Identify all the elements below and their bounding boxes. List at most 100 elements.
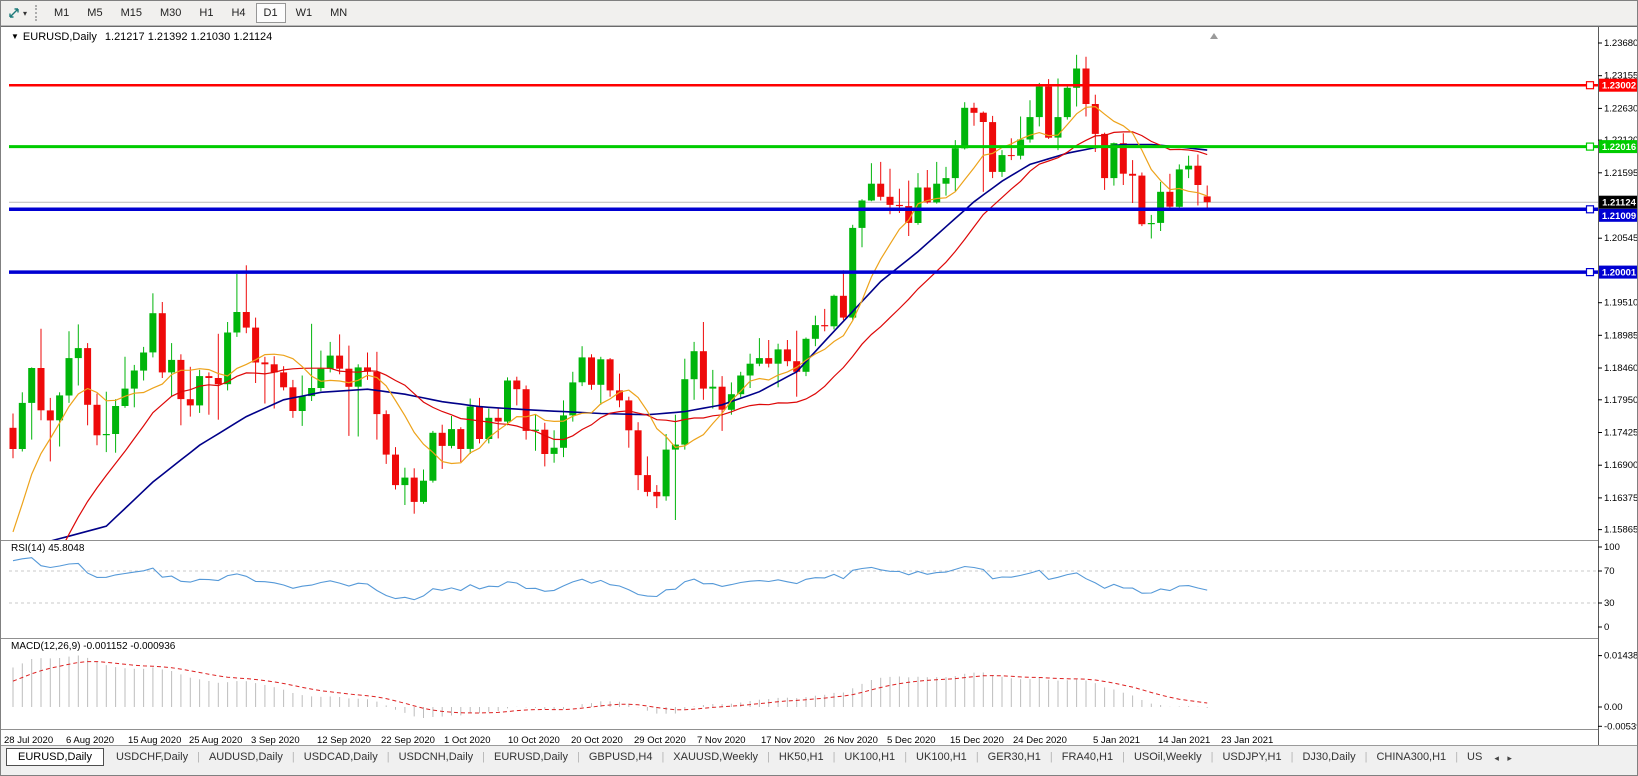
svg-text:26 Nov 2020: 26 Nov 2020	[824, 735, 878, 746]
svg-text:15 Dec 2020: 15 Dec 2020	[950, 735, 1004, 746]
chart-symbol-label: EURUSD,Daily	[22, 31, 97, 43]
chart-tab-us[interactable]: US	[1467, 751, 1483, 763]
svg-text:1.23680: 1.23680	[1604, 38, 1638, 49]
svg-text:0.014384: 0.014384	[1604, 651, 1638, 662]
hline-handle[interactable]	[1585, 142, 1595, 151]
rsi-label: RSI(14) 45.8048	[11, 543, 85, 554]
chart-tab-hk50-h1[interactable]: HK50,H1	[778, 751, 824, 763]
hline-handle[interactable]	[1585, 81, 1595, 90]
tab-separator: |	[1290, 751, 1294, 763]
svg-text:1.20545: 1.20545	[1604, 233, 1638, 244]
svg-text:5 Dec 2020: 5 Dec 2020	[887, 735, 936, 746]
timeframe-button-mn[interactable]: MN	[330, 7, 348, 19]
timeframe-button-d1[interactable]: D1	[255, 3, 286, 23]
chart-ohlc-values: 1.21217 1.21392 1.21030 1.21124	[104, 31, 273, 43]
chart-tab-dj30-daily[interactable]: DJ30,Daily	[1302, 751, 1356, 763]
timeframe-buttons: M1 M5 M15 M30 H1 H4 D1 W1 MN	[45, 3, 356, 23]
svg-text:1.16900: 1.16900	[1604, 460, 1638, 471]
timeframe-button-m5[interactable]: M5	[87, 7, 103, 19]
chart-title: ▼ EURUSD,Daily 1.21217 1.21392 1.21030 1.2…	[11, 31, 272, 43]
chart-tab-xauusd-weekly[interactable]: XAUUSD,Weekly	[673, 751, 759, 763]
price-label-1.21009: 1.21009	[1599, 208, 1637, 222]
svg-text:15 Aug 2020: 15 Aug 2020	[128, 735, 181, 746]
svg-text:7 Nov 2020: 7 Nov 2020	[697, 735, 746, 746]
svg-text:1.22630: 1.22630	[1604, 103, 1638, 114]
svg-text:1.21124: 1.21124	[1602, 198, 1637, 209]
hline-1.22016[interactable]	[9, 142, 1598, 151]
chart-tab-usdcnh-daily[interactable]: USDCNH,Daily	[398, 751, 474, 763]
chart-tab-gbpusd-h4[interactable]: GBPUSD,H4	[588, 751, 653, 763]
cursor-tool-icon[interactable]	[6, 5, 22, 21]
macd-signal-line	[12, 661, 1208, 714]
date-axis[interactable]: 28 Jul 2020 6 Aug 2020 15 Aug 2020 25 Aug 2…	[4, 735, 1273, 746]
price-label-1.20001: 1.20001	[1599, 265, 1637, 279]
svg-text:1.21009: 1.21009	[1602, 211, 1636, 222]
svg-text:100: 100	[1604, 542, 1620, 553]
chart-tab-usdjpy-h1[interactable]: USDJPY,H1	[1222, 751, 1282, 763]
timeframe-button-m15[interactable]: M15	[120, 7, 142, 19]
svg-text:1.19510: 1.19510	[1604, 298, 1638, 309]
tab-separator: |	[386, 751, 390, 763]
price-axis[interactable]: 1.236801.231551.226301.221201.215951.205…	[1598, 27, 1638, 746]
chart-tab-fra40-h1[interactable]: FRA40,H1	[1061, 751, 1114, 763]
chart-tab-china300-h1[interactable]: CHINA300,H1	[1376, 751, 1447, 763]
chart-shift-marker[interactable]	[1210, 33, 1218, 39]
chart-tab-ger30-h1[interactable]: GER30,H1	[987, 751, 1041, 763]
hline-1.23002[interactable]	[9, 81, 1598, 90]
chart-canvas[interactable]: 1.236801.231551.226301.221201.215951.205…	[1, 27, 1638, 746]
macd-panel	[12, 655, 1208, 718]
timeframe-button-m30[interactable]: M30	[159, 7, 182, 19]
svg-text:22 Sep 2020: 22 Sep 2020	[381, 735, 435, 746]
chart-tab-bar: EURUSD,Daily USDCHF,Daily | AUDUSD,Daily | US…	[1, 745, 1637, 775]
tab-separator: |	[1364, 751, 1368, 763]
chart-tab-usdcad-daily[interactable]: USDCAD,Daily	[303, 751, 378, 763]
tab-scroll-arrows[interactable]: ◂ ▸	[1494, 753, 1515, 763]
svg-text:1.16375: 1.16375	[1604, 493, 1638, 504]
svg-text:23 Jan 2021: 23 Jan 2021	[1221, 735, 1273, 746]
svg-text:5 Jan 2021: 5 Jan 2021	[1093, 735, 1140, 746]
timeframe-button-m1[interactable]: M1	[54, 7, 70, 19]
tab-separator: |	[197, 751, 200, 763]
chart-tab-eurusd-daily[interactable]: EURUSD,Daily	[494, 751, 568, 763]
tab-separator: |	[482, 751, 486, 763]
rsi-line	[12, 557, 1208, 601]
bid-price-label: 1.21124	[1599, 195, 1637, 209]
tab-separator: |	[1049, 751, 1053, 763]
timeframe-button-h4[interactable]: H4	[231, 7, 246, 19]
hline-handle[interactable]	[1585, 268, 1595, 277]
chart-tab-uk100-h1[interactable]: UK100,H1	[844, 751, 896, 763]
svg-text:17 Nov 2020: 17 Nov 2020	[761, 735, 815, 746]
svg-text:28 Jul 2020: 28 Jul 2020	[4, 735, 53, 746]
svg-text:25 Aug 2020: 25 Aug 2020	[189, 735, 242, 746]
chart-tab-usdchf-daily[interactable]: USDCHF,Daily	[115, 751, 189, 763]
timeframe-button-w1[interactable]: W1	[295, 7, 313, 19]
svg-text:12 Sep 2020: 12 Sep 2020	[317, 735, 371, 746]
svg-text:70: 70	[1604, 566, 1615, 577]
svg-text:1.17425: 1.17425	[1604, 428, 1638, 439]
svg-text:3 Sep 2020: 3 Sep 2020	[251, 735, 300, 746]
chart-tab-uk100-h1[interactable]: UK100,H1	[916, 751, 967, 763]
tab-separator: |	[661, 751, 665, 763]
tab-separator: |	[291, 751, 295, 763]
tab-separator: |	[904, 751, 908, 763]
chart-tab-usoil-weekly[interactable]: USOil,Weekly	[1133, 751, 1202, 763]
tool-dropdown-caret[interactable]: ▾	[23, 8, 28, 18]
svg-text:14 Jan 2021: 14 Jan 2021	[1158, 735, 1210, 746]
symbol-dropdown-icon[interactable]: ▼	[11, 32, 19, 41]
timeframe-button-h1[interactable]: H1	[199, 7, 214, 19]
svg-text:10 Oct 2020: 10 Oct 2020	[508, 735, 560, 746]
rsi-panel	[9, 557, 1598, 604]
macd-label: MACD(12,26,9) -0.001152 -0.000936	[11, 641, 176, 652]
chart-tab-eurusd-daily[interactable]: EURUSD,Daily	[6, 748, 104, 766]
hline-1.20001[interactable]	[9, 268, 1598, 277]
svg-text:1.23002: 1.23002	[1602, 81, 1636, 92]
chart-tab-audusd-daily[interactable]: AUDUSD,Daily	[208, 751, 283, 763]
toolbar: ▾ M1 M5 M15 M30 H1 H4 D1 W1 MN	[1, 1, 1637, 26]
hline-1.21009[interactable]	[9, 205, 1598, 214]
svg-text:30: 30	[1604, 598, 1615, 609]
svg-text:0.00: 0.00	[1604, 702, 1623, 713]
svg-text:24 Dec 2020: 24 Dec 2020	[1013, 735, 1067, 746]
price-label-1.23002: 1.23002	[1599, 78, 1637, 92]
hline-handle[interactable]	[1585, 205, 1595, 214]
svg-text:6 Aug 2020: 6 Aug 2020	[66, 735, 114, 746]
